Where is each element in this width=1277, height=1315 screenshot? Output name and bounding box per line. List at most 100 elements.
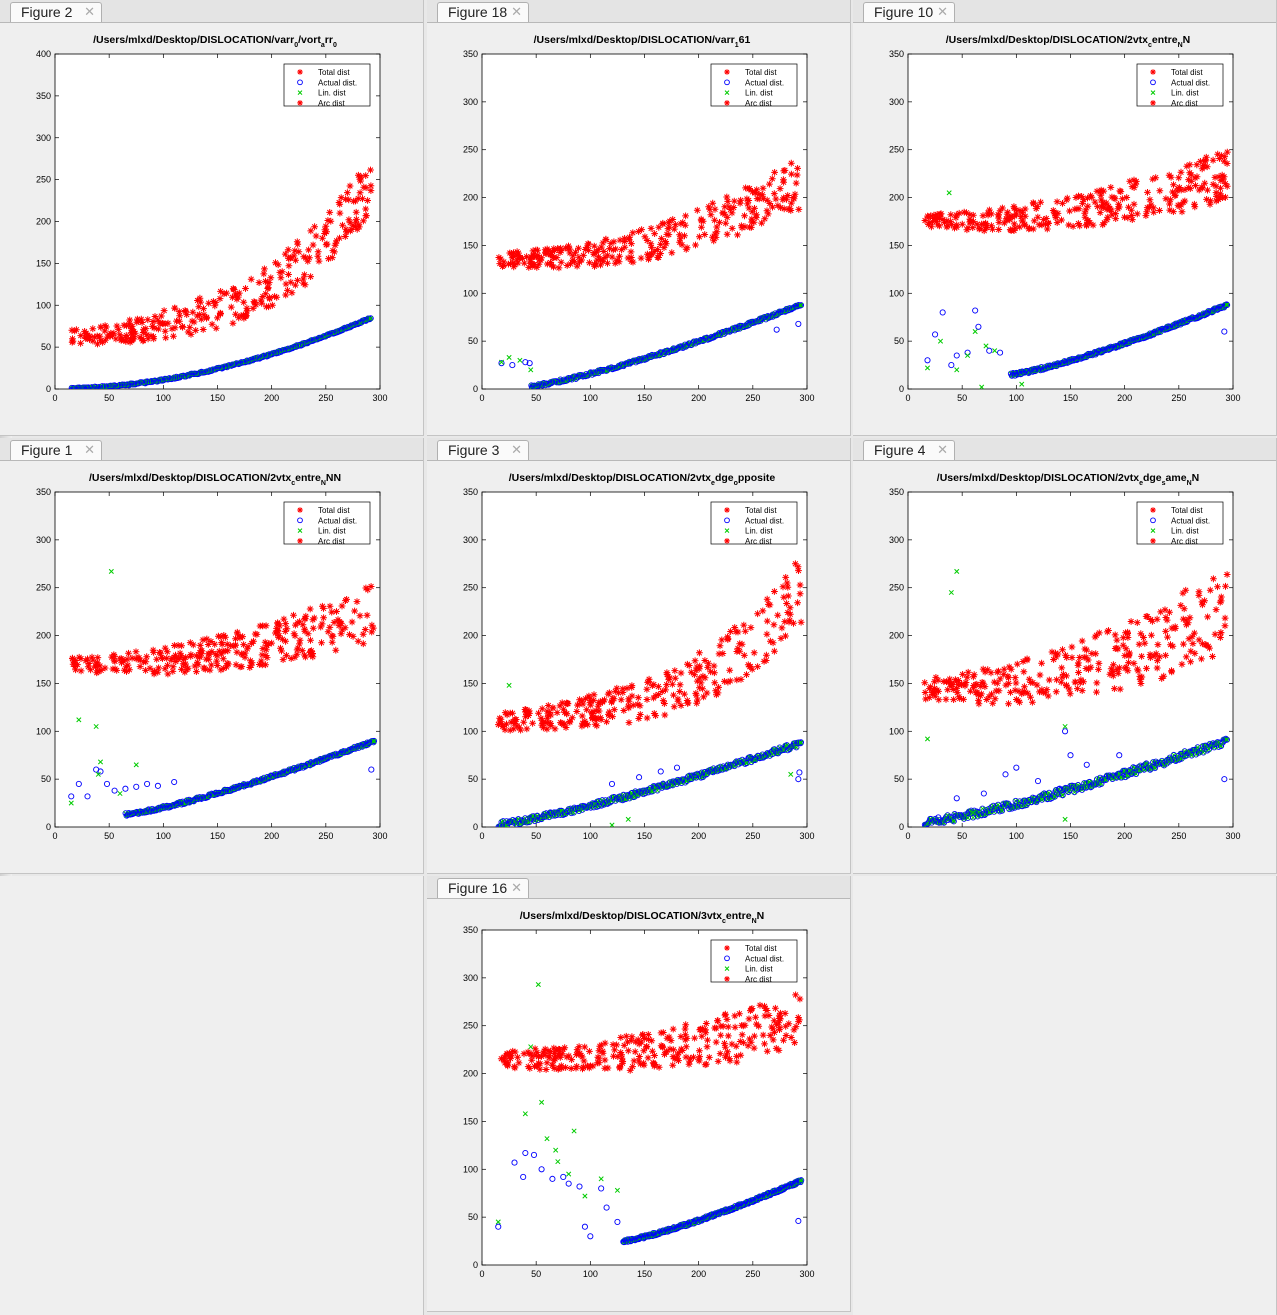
title-text: pposite bbox=[738, 472, 775, 484]
total-dist-point bbox=[781, 618, 789, 625]
total-dist-point bbox=[257, 657, 265, 665]
legend-label: Lin. dist bbox=[745, 89, 773, 98]
total-dist-point bbox=[343, 228, 350, 236]
close-icon[interactable]: ✕ bbox=[937, 4, 948, 19]
total-dist-point bbox=[171, 324, 179, 332]
total-dist-point bbox=[205, 299, 213, 307]
total-dist-point bbox=[618, 246, 625, 253]
total-dist-point bbox=[523, 253, 530, 261]
total-dist-point bbox=[641, 233, 649, 241]
total-dist-point bbox=[574, 701, 581, 709]
total-dist-point bbox=[260, 270, 268, 278]
total-dist-point bbox=[709, 233, 716, 241]
total-dist-point bbox=[1126, 177, 1134, 185]
total-dist-point bbox=[301, 651, 308, 659]
total-dist-point bbox=[1075, 205, 1083, 213]
title-subscript: N bbox=[1178, 42, 1183, 49]
total-dist-point bbox=[587, 701, 595, 709]
total-dist-point bbox=[578, 722, 586, 730]
total-dist-point bbox=[265, 640, 272, 648]
total-dist-point bbox=[321, 230, 328, 237]
total-dist-point bbox=[538, 721, 546, 729]
total-dist-point bbox=[626, 233, 633, 241]
actual-dist-outlier bbox=[498, 360, 505, 367]
total-dist-point bbox=[262, 652, 270, 659]
close-icon[interactable]: ✕ bbox=[511, 4, 522, 19]
actual-dist-outlier bbox=[1221, 328, 1228, 335]
actual-dist-outlier bbox=[68, 793, 75, 800]
total-dist-point bbox=[1010, 227, 1018, 234]
total-dist-point bbox=[541, 246, 549, 254]
total-dist-point bbox=[70, 658, 78, 666]
y-tick-label: 350 bbox=[463, 49, 478, 59]
x-tick-label: 150 bbox=[210, 831, 225, 841]
total-dist-point bbox=[1076, 222, 1084, 230]
total-dist-point bbox=[592, 707, 600, 715]
total-dist-point bbox=[770, 621, 778, 629]
total-dist-point bbox=[1212, 189, 1220, 196]
total-dist-point bbox=[934, 221, 942, 229]
total-dist-point bbox=[738, 224, 746, 232]
total-dist-point bbox=[354, 637, 362, 645]
total-dist-point bbox=[947, 211, 955, 219]
total-dist-point bbox=[238, 650, 245, 658]
total-dist-point bbox=[292, 256, 299, 264]
legend-marker-total bbox=[1150, 69, 1156, 75]
total-dist-point bbox=[764, 210, 772, 218]
total-dist-point bbox=[244, 643, 252, 651]
total-dist-point bbox=[307, 227, 315, 235]
total-dist-point bbox=[1130, 176, 1138, 184]
actual-dist-point bbox=[1223, 301, 1230, 308]
total-dist-point bbox=[68, 338, 76, 346]
total-dist-point bbox=[282, 620, 289, 627]
total-dist-point bbox=[332, 239, 340, 247]
close-icon[interactable]: ✕ bbox=[84, 4, 95, 19]
total-dist-point bbox=[1021, 205, 1029, 213]
total-dist-point bbox=[736, 640, 744, 648]
total-dist-point bbox=[999, 204, 1006, 212]
total-dist-point bbox=[186, 639, 194, 646]
total-dist-point bbox=[311, 223, 318, 231]
total-dist-point bbox=[362, 584, 370, 592]
figure-tab[interactable]: Figure 3 ✕ bbox=[437, 440, 529, 460]
total-dist-point bbox=[569, 256, 576, 264]
close-icon[interactable]: ✕ bbox=[84, 442, 95, 457]
plot-title: /Users/mlxd/Desktop/DISLOCATION/2vtxedge… bbox=[509, 472, 776, 487]
total-dist-point bbox=[359, 195, 366, 203]
total-dist-point bbox=[741, 212, 748, 220]
title-subscript: e bbox=[711, 480, 715, 487]
total-dist-point bbox=[281, 250, 289, 258]
figure-tab[interactable]: Figure 18 ✕ bbox=[437, 2, 529, 22]
total-dist-point bbox=[169, 663, 177, 671]
total-dist-point bbox=[271, 293, 278, 300]
total-dist-point bbox=[211, 302, 219, 310]
title-subscript: N bbox=[321, 480, 326, 487]
figure-tab[interactable]: Figure 1 ✕ bbox=[10, 440, 102, 460]
figure-tab[interactable]: Figure 10 ✕ bbox=[863, 2, 955, 22]
total-dist-point bbox=[928, 223, 935, 231]
total-dist-point bbox=[723, 193, 731, 201]
total-dist-point bbox=[272, 259, 279, 267]
total-dist-point bbox=[1103, 216, 1111, 224]
total-dist-point bbox=[538, 705, 546, 713]
total-dist-point bbox=[306, 605, 314, 613]
total-dist-point bbox=[1087, 192, 1094, 200]
total-dist-point bbox=[526, 710, 533, 717]
total-dist-point bbox=[597, 256, 604, 263]
title-subscript: a bbox=[321, 42, 325, 49]
total-dist-point bbox=[1165, 171, 1173, 179]
legend-label: Actual dist. bbox=[318, 78, 357, 87]
legend-label: Lin. dist bbox=[318, 89, 346, 98]
total-dist-point bbox=[282, 280, 290, 288]
total-dist-point bbox=[1204, 186, 1211, 194]
total-dist-point bbox=[273, 293, 281, 301]
figure-tab[interactable]: Figure 2 ✕ bbox=[10, 2, 102, 22]
lin-dist-outlier bbox=[972, 329, 978, 335]
close-icon[interactable]: ✕ bbox=[511, 442, 522, 457]
total-dist-point bbox=[647, 225, 655, 232]
total-dist-point bbox=[203, 635, 211, 643]
total-dist-point bbox=[1177, 186, 1185, 194]
total-dist-point bbox=[1006, 226, 1014, 233]
total-dist-point bbox=[1065, 221, 1073, 229]
x-tick-label: 100 bbox=[156, 831, 171, 841]
